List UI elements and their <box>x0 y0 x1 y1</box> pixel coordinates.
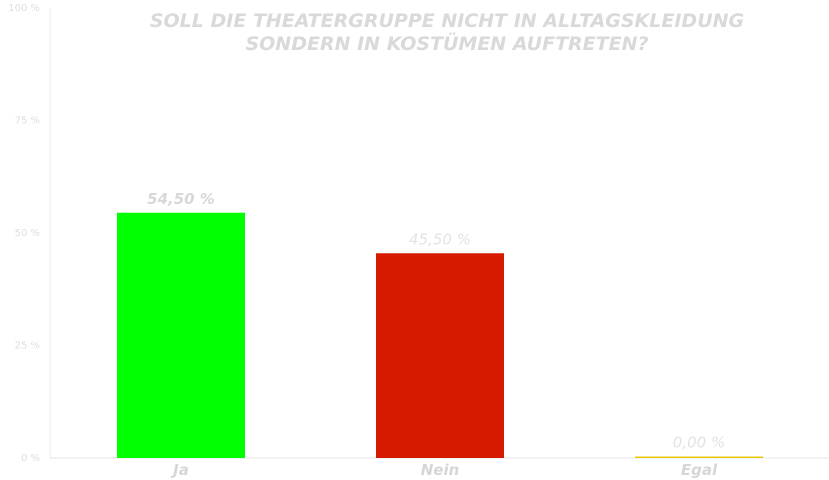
x-tick-label-nein: Nein <box>421 461 460 479</box>
bar-egal <box>635 456 763 458</box>
y-tick-label: 100 % <box>8 3 40 14</box>
value-label-egal: 0,00 % <box>673 434 725 452</box>
y-tick-label: 0 % <box>21 453 40 464</box>
y-axis-ticks: 0 % 25 % 50 % 75 % 100 % <box>8 3 40 464</box>
x-tick-label-ja: Ja <box>170 461 189 479</box>
value-label-ja: 54,50 % <box>147 190 215 208</box>
y-tick-label: 25 % <box>15 341 40 352</box>
bar-ja <box>117 212 245 458</box>
x-tick-label-egal: Egal <box>681 461 718 479</box>
value-labels-group: 54,50 % 45,50 % 0,00 % <box>147 190 725 452</box>
y-tick-label: 75 % <box>15 116 40 127</box>
bar-nein <box>376 253 504 458</box>
chart-title-line-2: SONDERN IN KOSTÜMEN AUFTRETEN? <box>245 31 648 55</box>
x-axis-labels: Ja Nein Egal <box>170 461 718 479</box>
chart-title-line-1: SOLL DIE THEATERGRUPPE NICHT IN ALLTAGSK… <box>150 10 744 32</box>
bars-group <box>117 212 763 458</box>
value-label-nein: 45,50 % <box>409 230 471 248</box>
y-tick-label: 50 % <box>15 228 40 239</box>
